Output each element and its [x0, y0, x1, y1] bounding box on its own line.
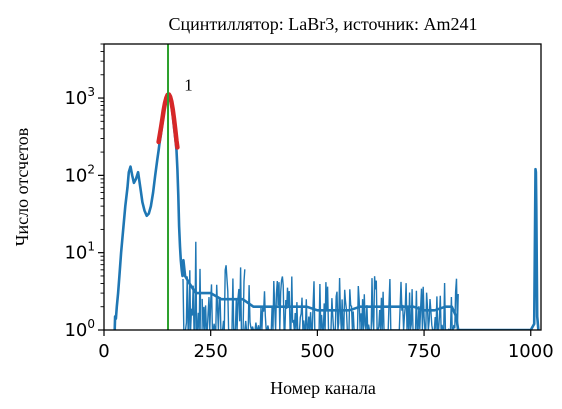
- x-axis: 0 250 500 750 1000: [98, 330, 554, 362]
- noise-band-1: [201, 265, 246, 330]
- axes-frame: [103, 43, 542, 331]
- x-tick-label-1: 250: [194, 341, 228, 362]
- y-axis: 100 101 102 103: [64, 43, 104, 341]
- x-axis-label: Номер канала: [270, 378, 376, 398]
- noise-band-0: [182, 241, 202, 330]
- peak-annotation-0: 1: [184, 75, 193, 94]
- x-tick-label-3: 750: [407, 341, 441, 362]
- y-tick-label-2: 102: [64, 162, 95, 186]
- spectrum-line: [113, 92, 540, 330]
- x-tick-label-0: 0: [98, 341, 109, 362]
- x-tick-label-2: 500: [300, 341, 334, 362]
- chart-title: Сцинтиллятор: LaBr3, источник: Am241: [168, 14, 477, 34]
- x-tick-label-4: 1000: [508, 341, 554, 362]
- y-tick-label-3: 103: [64, 85, 95, 109]
- plot-area: 1: [113, 44, 540, 330]
- y-tick-label-1: 101: [64, 240, 95, 264]
- y-axis-label: Число отсчетов: [12, 128, 32, 246]
- noise-band-2: [244, 276, 361, 330]
- y-tick-label-0: 100: [64, 317, 95, 341]
- noise-band-3: [359, 276, 459, 330]
